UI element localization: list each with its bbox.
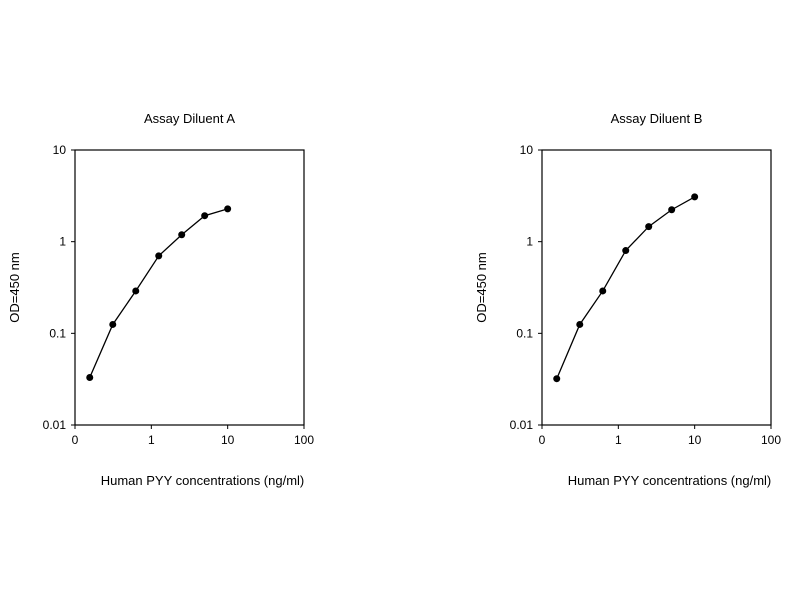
data-point (109, 320, 117, 328)
plot-frame (541, 149, 772, 426)
x-axis-label: Human PYY concentrations (ng/ml) (568, 473, 772, 488)
data-point (86, 373, 94, 381)
x-axis-label: Human PYY concentrations (ng/ml) (101, 473, 305, 488)
y-tick-label: 0.1 (516, 326, 533, 340)
y-tick-label: 10 (520, 143, 534, 157)
x-tick-label: 100 (761, 433, 781, 447)
y-tick-label: 10 (53, 143, 67, 157)
x-tick-label: 0 (539, 433, 546, 447)
x-tick-label: 0 (72, 433, 79, 447)
data-point (201, 212, 209, 220)
data-point (178, 231, 186, 239)
y-tick-label: 0.01 (43, 418, 67, 432)
x-tick-label: 100 (294, 433, 314, 447)
plot-frame (74, 149, 305, 426)
data-point (691, 193, 699, 201)
y-tick-label: 0.01 (510, 418, 534, 432)
series-line (89, 208, 228, 378)
data-point (224, 205, 232, 213)
x-tick-label: 1 (615, 433, 622, 447)
data-point (132, 287, 140, 295)
y-tick-label: 1 (59, 235, 66, 249)
y-axis-label: OD=450 nm (7, 252, 22, 322)
x-tick-label: 10 (688, 433, 702, 447)
y-tick-label: 1 (526, 235, 533, 249)
chart-title: Assay Diluent B (611, 111, 703, 126)
chart-title: Assay Diluent A (144, 111, 235, 126)
data-point (668, 206, 676, 214)
data-point (622, 247, 630, 255)
data-point (599, 287, 607, 295)
data-point (576, 320, 584, 328)
chart-panel-b: Assay Diluent B 0 1 10 100 0.01 0.1 1 10 Human PY… (474, 111, 781, 488)
series-line (556, 196, 695, 379)
x-tick-label: 1 (148, 433, 155, 447)
chart-panel-a: Assay Diluent A 0 1 10 100 0.01 0.1 1 10 Human PY… (7, 111, 314, 488)
data-point (645, 223, 653, 231)
data-point (553, 375, 561, 383)
data-point (155, 252, 163, 260)
y-axis-label: OD=450 nm (474, 252, 489, 322)
y-tick-label: 0.1 (49, 326, 66, 340)
x-tick-label: 10 (221, 433, 235, 447)
